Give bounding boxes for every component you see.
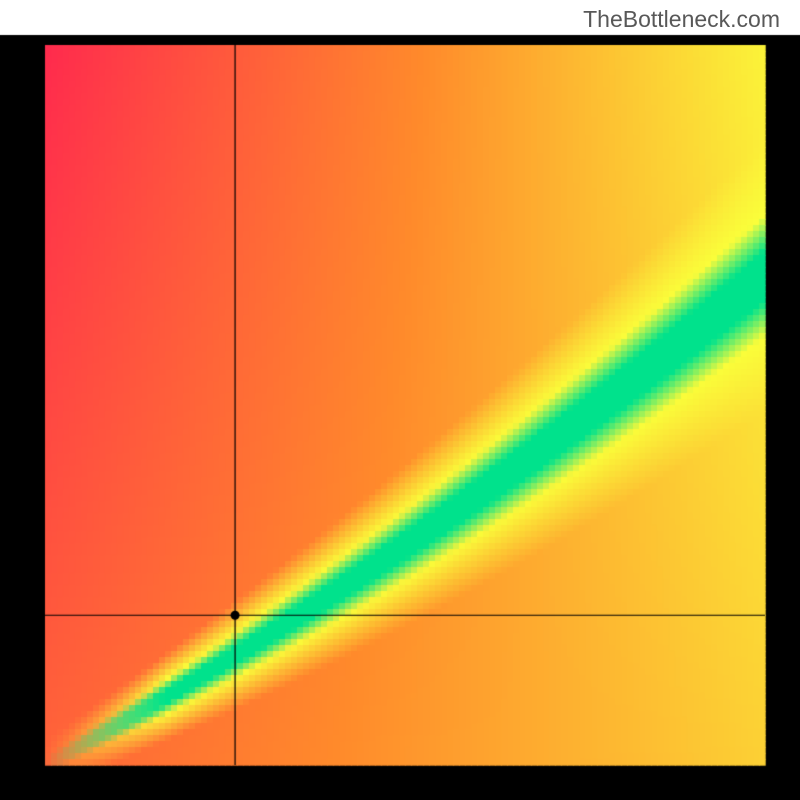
heatmap-canvas: [0, 0, 800, 800]
watermark-text: TheBottleneck.com: [583, 6, 780, 33]
chart-container: TheBottleneck.com: [0, 0, 800, 800]
